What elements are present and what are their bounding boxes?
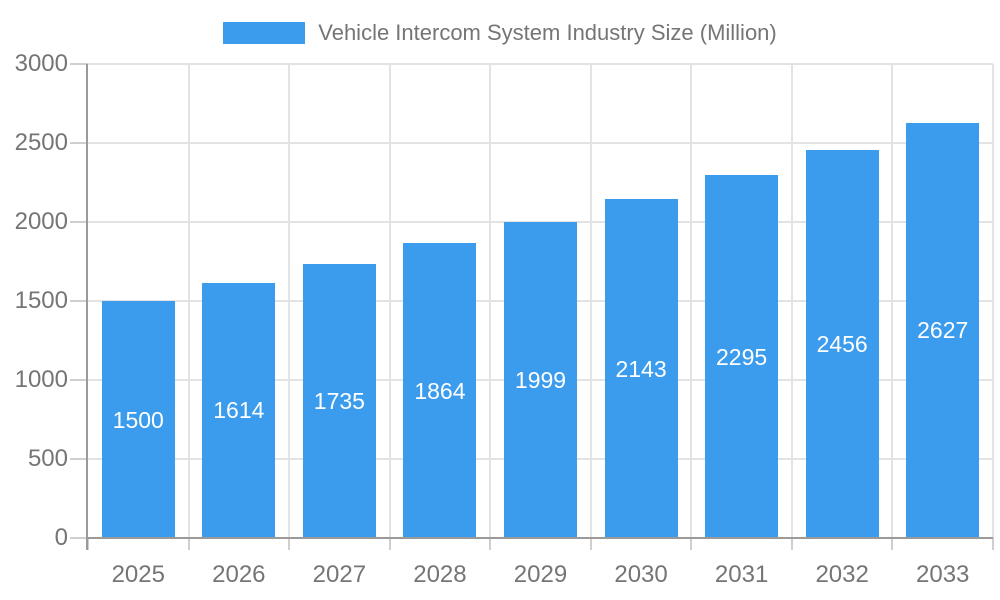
bar-2027[interactable] [302,263,376,538]
y-axis-tick-label: 1000 [14,366,68,393]
x-axis-tick [690,538,693,550]
bar-2025[interactable] [101,301,175,538]
y-axis-tick [70,537,88,539]
x-axis-tick-label: 2031 [714,561,769,588]
x-axis-tick [891,538,894,550]
y-axis-tick [70,300,88,302]
y-axis-line [86,64,88,550]
x-axis-tick-label: 2028 [413,561,467,588]
bar-value-label: 2627 [917,317,969,344]
y-axis-tick [70,221,88,223]
x-gridline [187,64,190,538]
x-axis-line [86,537,993,539]
bar-2030[interactable] [604,199,678,538]
x-axis-tick-label: 2027 [312,561,367,588]
x-axis-tick [388,538,391,550]
bar-2028[interactable] [403,243,477,538]
x-axis-tick-label: 2032 [815,561,869,588]
x-gridline [589,64,592,538]
bar-2031[interactable] [705,175,779,538]
x-gridline [388,64,391,538]
x-axis-tick-label: 2029 [513,561,568,588]
bar-value-label: 2295 [716,343,768,370]
y-axis-tick [70,63,88,65]
bar-value-label: 2143 [615,355,667,382]
bar-2029[interactable] [504,222,577,538]
x-axis-tick [992,538,994,550]
y-gridline [88,63,993,65]
bar-2032[interactable] [805,149,879,538]
y-axis-tick [70,458,88,460]
bar-value-label: 1999 [514,367,567,394]
bar-value-label: 1500 [112,406,164,433]
y-axis-tick-label: 1500 [14,287,68,314]
x-gridline [690,64,693,538]
y-axis-tick-label: 0 [54,524,68,551]
x-axis-tick [489,538,492,550]
y-gridline [88,142,993,144]
y-axis-tick-label: 3000 [14,50,68,77]
x-gridline [489,64,492,538]
bar-value-label: 2456 [816,330,868,357]
x-axis-tick [589,538,592,550]
legend-item[interactable]: Vehicle Intercom System Industry Size (M… [0,20,1000,45]
legend-swatch [223,22,306,44]
x-axis-tick [790,538,793,550]
x-gridline [992,64,994,538]
bar-value-label: 1735 [313,387,365,414]
x-axis-tick-label: 2025 [111,561,165,588]
y-gridline [88,221,993,223]
x-axis-tick-label: 2030 [614,561,668,588]
bar-2026[interactable] [202,282,276,538]
y-axis-tick-label: 2000 [14,208,68,235]
x-axis-tick [187,538,190,550]
x-axis-tick [87,538,89,550]
x-gridline [288,64,291,538]
x-axis-tick-label: 2033 [916,561,970,588]
chart-title: Vehicle Intercom System Industry Size (M… [318,20,777,45]
bar-value-label: 1614 [213,397,265,424]
y-axis-tick [70,142,88,144]
x-gridline [891,64,894,538]
bar-2033[interactable] [906,122,980,538]
bar-value-label: 1864 [414,377,466,404]
x-axis-tick [288,538,291,550]
x-gridline [790,64,793,538]
y-axis-tick [70,379,88,381]
y-axis-tick-label: 2500 [14,129,68,156]
x-axis-tick-label: 2026 [212,561,266,588]
y-axis-tick-label: 500 [27,445,68,472]
